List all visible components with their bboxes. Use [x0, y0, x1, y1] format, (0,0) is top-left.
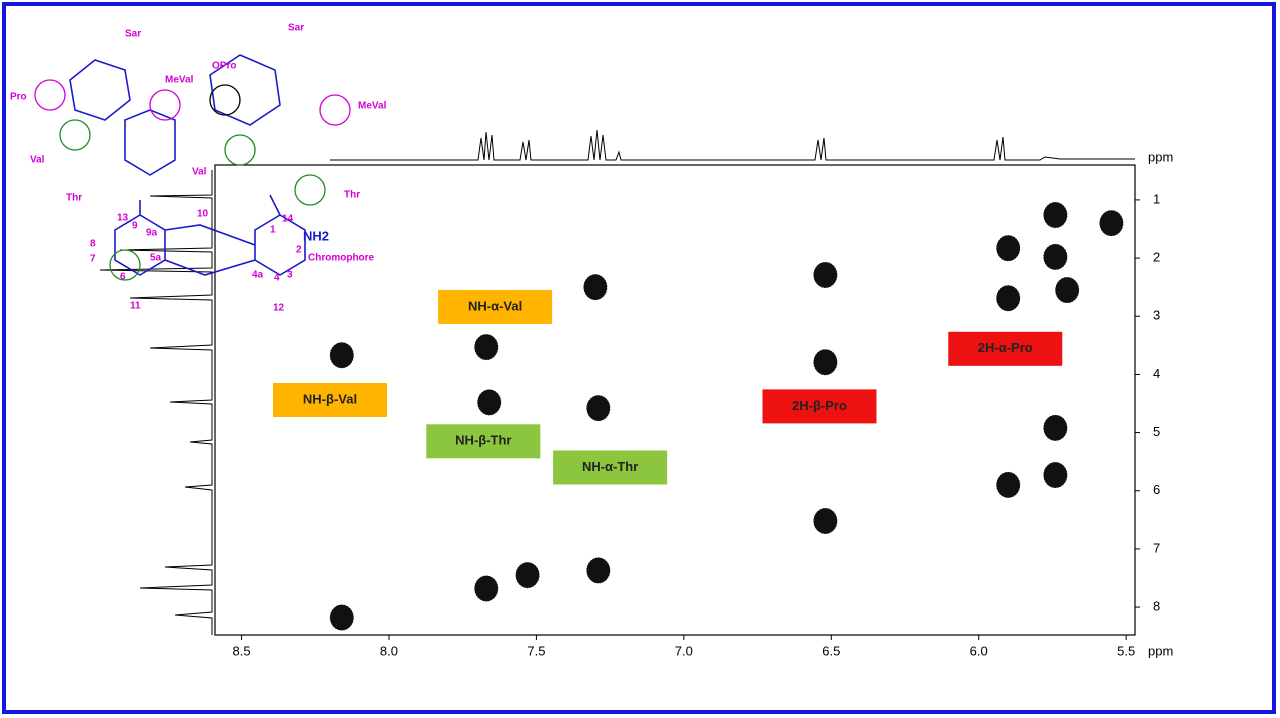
x-tick-label: 7.0: [675, 643, 693, 658]
y-tick-label: 2: [1153, 250, 1160, 265]
structure-label: MeVal: [358, 101, 387, 112]
structure-label: NH2: [303, 228, 329, 243]
plot-area: [214, 164, 1136, 636]
cross-peak: [515, 561, 540, 589]
annotation: NH-β-Val: [303, 391, 357, 406]
trace-unit: ppm: [1148, 149, 1173, 164]
structure-label: MeVal: [165, 75, 194, 86]
molecule: Sar Sar Pro OPro MeVal MeVal Val Val Thr…: [10, 23, 387, 314]
atom-number: 2: [296, 245, 302, 256]
structure-label: OPro: [212, 61, 236, 72]
cross-peak: [1043, 461, 1068, 489]
cross-peak: [473, 333, 499, 361]
atom-number: 4a: [252, 270, 264, 281]
atom-number: 11: [130, 301, 141, 312]
cross-peak: [329, 341, 355, 369]
atom-number: 14: [282, 214, 294, 225]
annotation: 2H-α-Pro: [978, 340, 1033, 355]
atom-number: 4: [274, 273, 280, 284]
x-tick-label: 8.5: [232, 643, 250, 658]
structure-label: Sar: [125, 29, 141, 40]
cross-peak: [586, 394, 611, 422]
x-tick-label: 7.5: [527, 643, 545, 658]
atom-number: 10: [197, 209, 209, 220]
x-tick-label: 8.0: [380, 643, 398, 658]
atom-number: 9a: [146, 228, 158, 239]
annotation: NH-β-Thr: [455, 433, 511, 448]
x-axis-label: ppm: [1148, 643, 1173, 658]
y-tick-label: 1: [1153, 191, 1160, 206]
atom-number: 3: [287, 270, 293, 281]
annotation-box: [762, 389, 877, 424]
cross-peak: [813, 261, 838, 289]
structure-label: Sar: [288, 23, 304, 34]
annotation-box: [438, 289, 553, 324]
cross-peak: [1043, 414, 1068, 442]
annotation-box: [273, 383, 387, 417]
cross-peak: [586, 557, 611, 584]
cross-peak: [583, 273, 608, 301]
annotation: NH-α-Val: [468, 298, 522, 313]
atom-number: 6: [120, 272, 126, 283]
structure-label: Thr: [66, 193, 82, 204]
cross-peak: [473, 575, 499, 602]
cross-peak: [995, 471, 1021, 499]
annotation: NH-α-Thr: [582, 459, 638, 474]
atom-number: 1: [270, 225, 276, 236]
annotation-box: [553, 450, 668, 485]
x-tick-label: 6.5: [822, 643, 840, 658]
cross-peak: [995, 284, 1021, 312]
y-tick-label: 3: [1153, 308, 1160, 323]
structure-label: Val: [30, 155, 45, 166]
y-tick-label: 5: [1153, 424, 1160, 439]
cross-peak: [1099, 209, 1124, 237]
annotation: 2H-β-Pro: [792, 398, 847, 413]
cross-peak: [1043, 243, 1068, 271]
cross-peak: [995, 234, 1021, 262]
atom-number: 13: [117, 213, 129, 224]
atom-number: 8: [90, 239, 96, 250]
cross-peak: [813, 348, 838, 376]
cross-peak: [476, 389, 502, 416]
y-tick-label: 7: [1153, 540, 1160, 555]
annotation-box: [948, 331, 1063, 366]
y-tick-label: 8: [1153, 599, 1160, 614]
left-trace: [99, 170, 213, 635]
atom-number: 9: [132, 221, 138, 232]
atom-number: 7: [90, 254, 96, 265]
atom-number: 12: [273, 303, 285, 314]
x-tick-label: 5.5: [1117, 643, 1135, 658]
cross-peak: [1043, 201, 1068, 229]
x-tick-label: 6.0: [970, 643, 988, 658]
y-tick-label: 6: [1153, 482, 1160, 497]
structure-label: Thr: [344, 190, 360, 201]
structure-label: Val: [192, 167, 207, 178]
structure-label: Chromophore: [308, 253, 375, 264]
top-trace: [330, 129, 1135, 161]
atom-number: 5a: [150, 253, 162, 264]
annotation-box: [426, 424, 541, 459]
cross-peak: [329, 604, 355, 631]
structure-label: Pro: [10, 92, 27, 103]
y-tick-label: 4: [1153, 366, 1160, 381]
cross-peak: [813, 507, 838, 535]
cross-peak: [1054, 276, 1080, 304]
